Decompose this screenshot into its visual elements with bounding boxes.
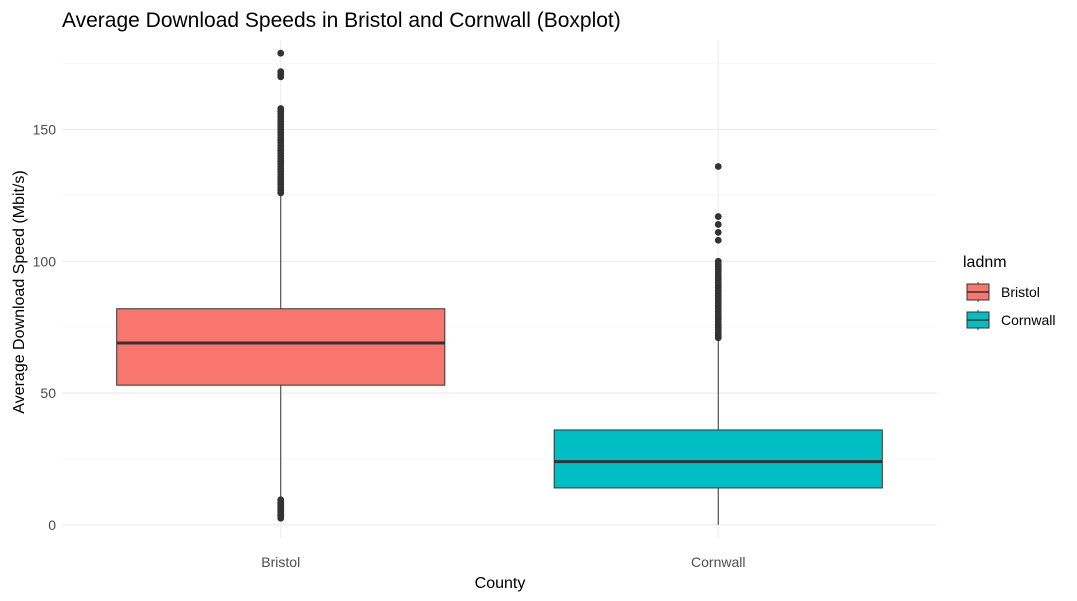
legend-title: ladnm: [963, 254, 1007, 271]
legend-item-cornwall: Cornwall: [966, 310, 1055, 330]
y-axis-ticks: 0 50 100 150: [33, 122, 57, 533]
box-iqr: [116, 308, 446, 386]
x-tick-label: Bristol: [261, 554, 300, 570]
x-axis-ticks: Bristol Cornwall: [261, 554, 745, 570]
y-tick-label: 100: [33, 253, 57, 269]
outlier-point: [277, 68, 285, 76]
chart-title: Average Download Speeds in Bristol and C…: [62, 9, 621, 32]
box-cornwall: [553, 163, 883, 525]
y-tick-label: 150: [33, 122, 57, 138]
x-tick-label: Cornwall: [691, 554, 745, 570]
legend-label: Cornwall: [1001, 312, 1055, 328]
outlier-point: [714, 228, 722, 236]
box-bristol: [116, 49, 446, 522]
outlier-point: [277, 49, 285, 57]
y-tick-label: 50: [40, 385, 56, 401]
outlier-point: [714, 257, 722, 265]
legend-item-bristol: Bristol: [966, 282, 1040, 302]
y-tick-label: 0: [48, 517, 56, 533]
legend-label: Bristol: [1001, 284, 1040, 300]
outlier-point: [277, 105, 285, 112]
outlier-point: [714, 221, 722, 228]
box-iqr: [553, 429, 883, 489]
y-axis-title: Average Download Speed (Mbit/s): [11, 170, 28, 413]
x-axis-title: County: [475, 575, 526, 592]
legend: ladnm Bristol Cornwall: [963, 254, 1055, 330]
outlier-point: [714, 213, 722, 220]
outlier-point: [277, 496, 285, 504]
outlier-point: [714, 163, 722, 170]
outlier-point: [714, 236, 722, 244]
boxes: [116, 49, 883, 525]
